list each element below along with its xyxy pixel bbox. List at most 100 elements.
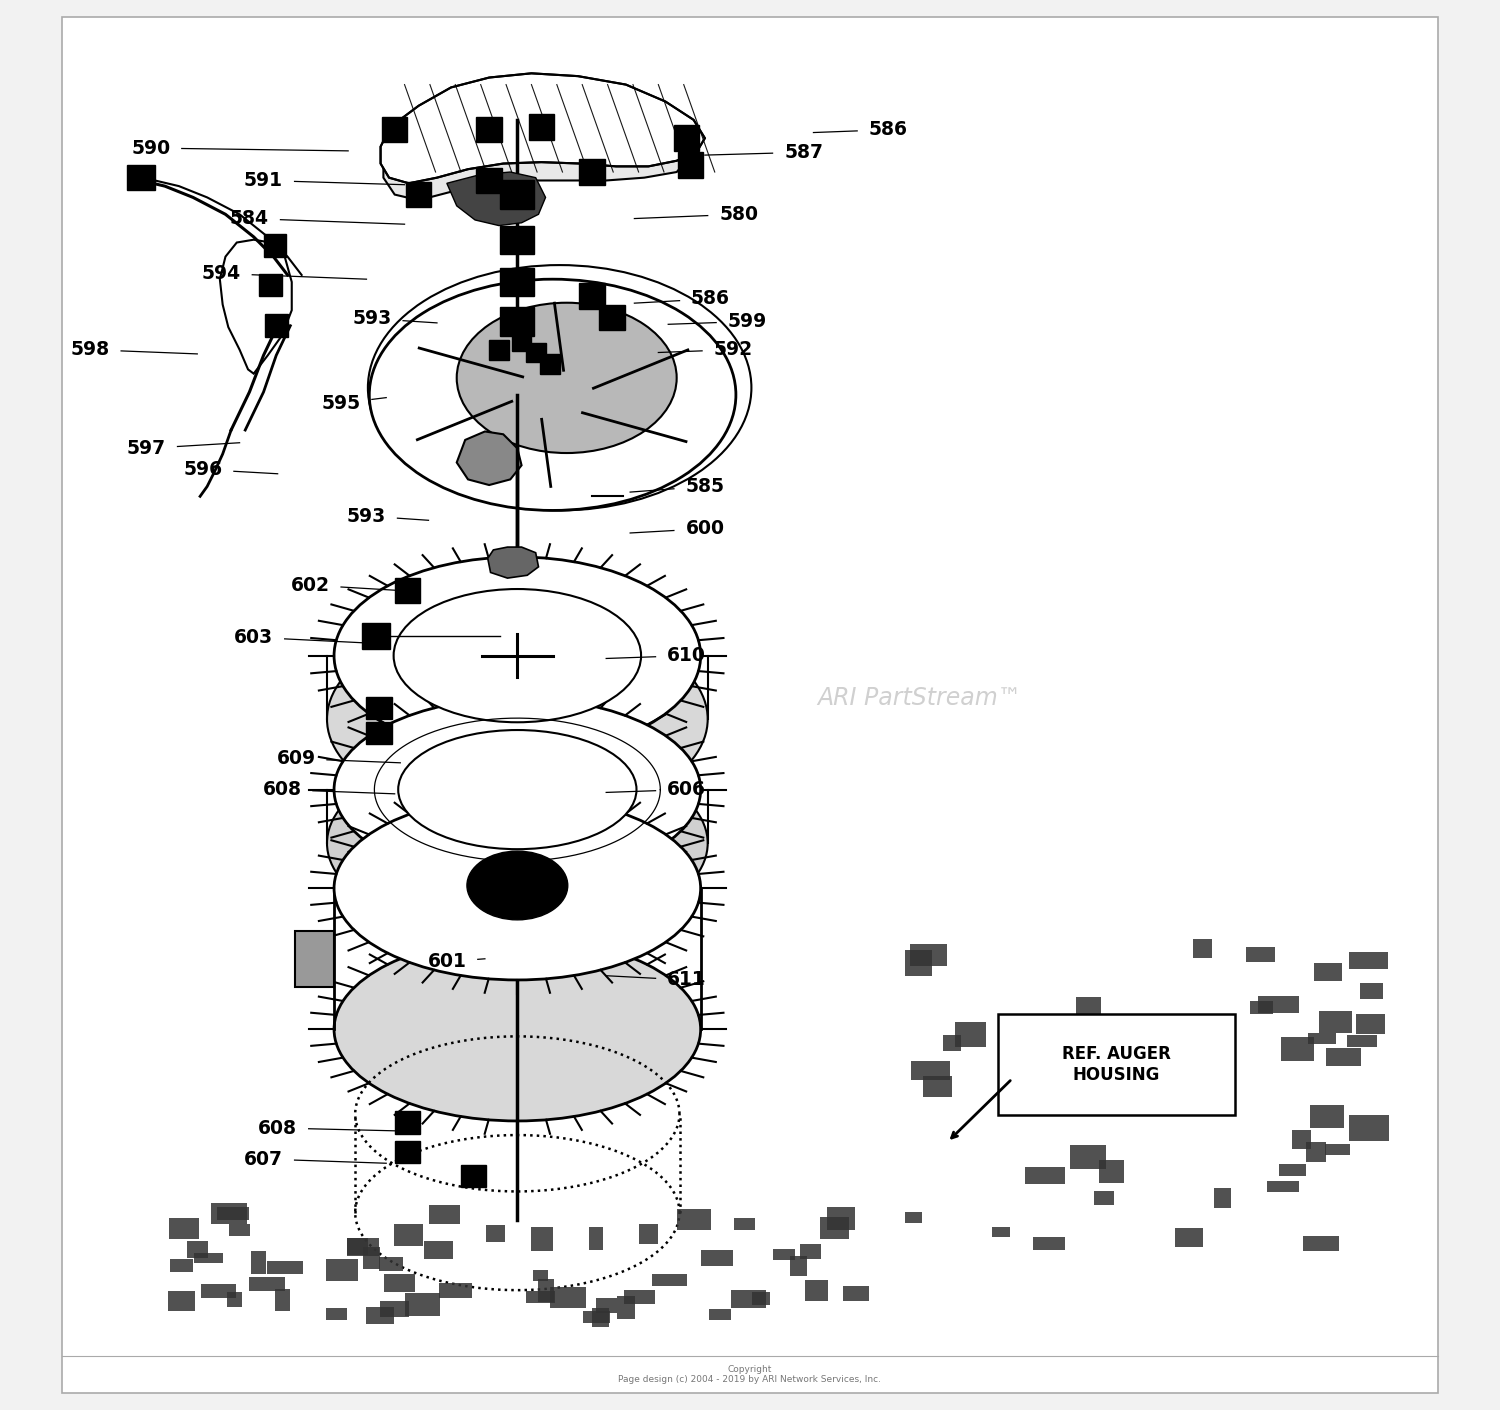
Bar [382, 117, 408, 142]
Bar [1314, 963, 1342, 981]
Bar [366, 697, 392, 719]
Bar [1318, 1011, 1352, 1034]
Text: 610: 610 [668, 646, 706, 666]
Text: 609: 609 [276, 749, 315, 768]
Text: 595: 595 [321, 393, 360, 413]
Text: 594: 594 [201, 264, 242, 283]
Bar [267, 1261, 303, 1275]
Bar [251, 1251, 266, 1273]
Bar [380, 1256, 404, 1270]
Bar [226, 1292, 243, 1307]
Bar [1304, 1237, 1340, 1251]
Bar [486, 1225, 506, 1242]
Bar [168, 1218, 200, 1238]
Text: Copyright
Page design (c) 2004 - 2019 by ARI Network Services, Inc.: Copyright Page design (c) 2004 - 2019 by… [618, 1365, 882, 1385]
Ellipse shape [327, 747, 708, 939]
Polygon shape [447, 172, 546, 226]
Bar [201, 1285, 236, 1297]
Bar [346, 1238, 380, 1256]
Bar [429, 1206, 459, 1224]
Bar [348, 1238, 369, 1255]
Text: 597: 597 [128, 439, 166, 458]
Bar [1268, 1182, 1299, 1193]
Bar [674, 125, 699, 151]
Bar [1308, 1034, 1335, 1045]
Text: 608: 608 [262, 780, 302, 799]
Ellipse shape [327, 616, 708, 821]
Bar [1280, 1165, 1306, 1176]
Bar [384, 1273, 414, 1293]
Bar [922, 1076, 952, 1097]
Bar [1089, 1060, 1120, 1072]
Bar [790, 1256, 807, 1276]
Bar [1174, 1086, 1196, 1108]
Polygon shape [220, 240, 291, 374]
Bar [294, 931, 334, 987]
Bar [326, 1259, 358, 1282]
Bar [228, 1224, 251, 1237]
Bar [394, 1141, 420, 1163]
Bar [1094, 1191, 1113, 1206]
Text: 586: 586 [692, 289, 730, 309]
Text: 599: 599 [728, 312, 766, 331]
Bar [1251, 1001, 1274, 1014]
Polygon shape [488, 547, 538, 578]
Bar [424, 1241, 453, 1259]
Bar [652, 1273, 687, 1286]
Bar [1071, 1145, 1107, 1169]
Ellipse shape [334, 698, 700, 881]
Bar [732, 1290, 765, 1307]
Bar [363, 623, 390, 649]
Text: 611: 611 [668, 970, 706, 990]
Bar [528, 114, 554, 140]
Bar [168, 1292, 195, 1310]
Text: 580: 580 [718, 204, 758, 224]
Text: 603: 603 [234, 627, 273, 647]
Bar [1350, 1115, 1389, 1141]
Bar [1310, 1105, 1344, 1128]
Bar [249, 1276, 285, 1292]
Bar [1360, 983, 1383, 1000]
Bar [1024, 1167, 1065, 1184]
Bar [1161, 1026, 1194, 1041]
Text: 608: 608 [258, 1118, 297, 1138]
Text: 600: 600 [686, 519, 724, 539]
Bar [821, 1217, 849, 1239]
Bar [501, 226, 534, 254]
Bar [1077, 1043, 1106, 1067]
Bar [540, 354, 560, 374]
Bar [440, 1283, 471, 1299]
Bar [906, 950, 932, 976]
Bar [538, 1279, 555, 1301]
Ellipse shape [369, 279, 736, 510]
Bar [998, 1014, 1234, 1115]
Bar [904, 1213, 921, 1222]
Text: ARI PartStream™: ARI PartStream™ [818, 685, 1022, 711]
Bar [944, 1035, 960, 1050]
Bar [910, 1060, 950, 1080]
Bar [1214, 1069, 1231, 1086]
Text: 598: 598 [70, 340, 110, 360]
Text: 586: 586 [868, 120, 907, 140]
Bar [489, 340, 508, 360]
Text: 585: 585 [686, 477, 724, 496]
Ellipse shape [456, 303, 676, 453]
Bar [1347, 1035, 1377, 1046]
Bar [734, 1218, 756, 1230]
Text: 606: 606 [668, 780, 706, 799]
Bar [579, 159, 604, 185]
Bar [406, 182, 432, 207]
Ellipse shape [334, 797, 700, 980]
Bar [592, 1308, 609, 1327]
Bar [363, 1248, 380, 1269]
Bar [1281, 1038, 1314, 1060]
Bar [128, 165, 154, 190]
Ellipse shape [393, 589, 640, 722]
Bar [676, 1208, 711, 1230]
Bar [266, 314, 288, 337]
Text: 592: 592 [714, 340, 753, 360]
Bar [477, 117, 502, 142]
Bar [618, 1296, 634, 1318]
Bar [843, 1286, 868, 1300]
Bar [579, 283, 604, 309]
